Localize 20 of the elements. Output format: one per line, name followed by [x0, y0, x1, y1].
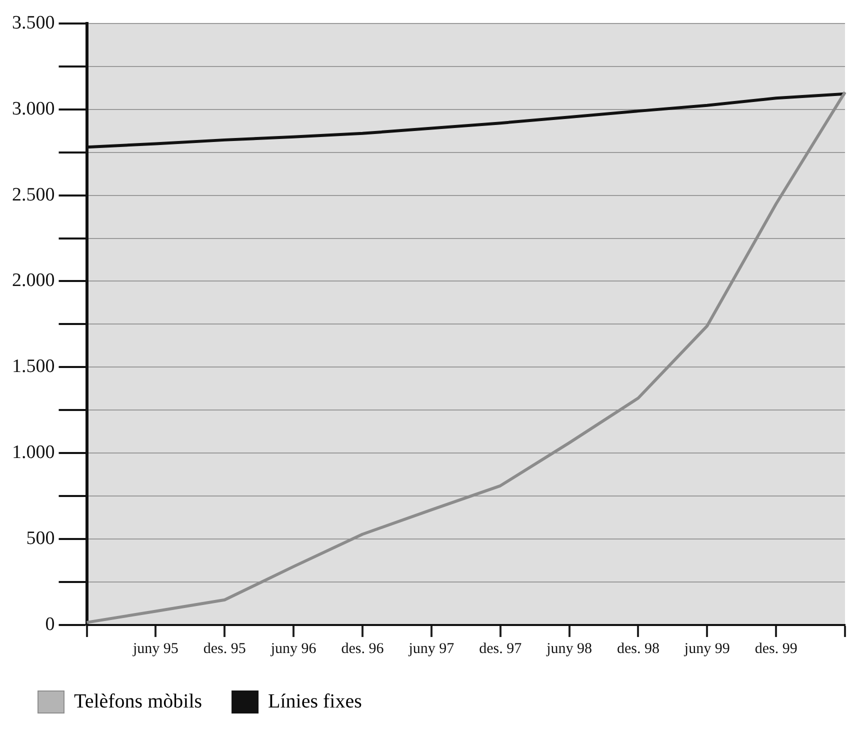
x-tick-label: juny 97: [408, 640, 455, 657]
y-tick-label: 1.500: [12, 356, 55, 378]
legend-label: Telèfons mòbils: [74, 690, 202, 712]
y-tick-label: 3.500: [12, 12, 55, 34]
x-tick-label: des. 98: [616, 640, 660, 657]
y-tick-label: 1.000: [12, 442, 55, 464]
x-tick-label: juny 96: [270, 640, 317, 657]
x-tick-label: juny 99: [683, 640, 730, 657]
x-tick-label: des. 99: [754, 640, 798, 657]
x-tick-label: juny 98: [546, 640, 592, 657]
x-tick-label: des. 97: [479, 640, 522, 657]
y-tick-label: 500: [26, 528, 55, 550]
legend-label: Línies fixes: [268, 690, 362, 712]
x-tick-label: juny 95: [132, 640, 178, 657]
y-tick-label: 2.000: [12, 270, 55, 292]
y-tick-label: 3.000: [12, 98, 55, 120]
x-tick-label: des. 95: [203, 640, 246, 657]
x-tick-label: des. 96: [341, 640, 384, 657]
y-tick-label: 0: [45, 614, 55, 635]
y-tick-label: 2.500: [12, 184, 55, 206]
